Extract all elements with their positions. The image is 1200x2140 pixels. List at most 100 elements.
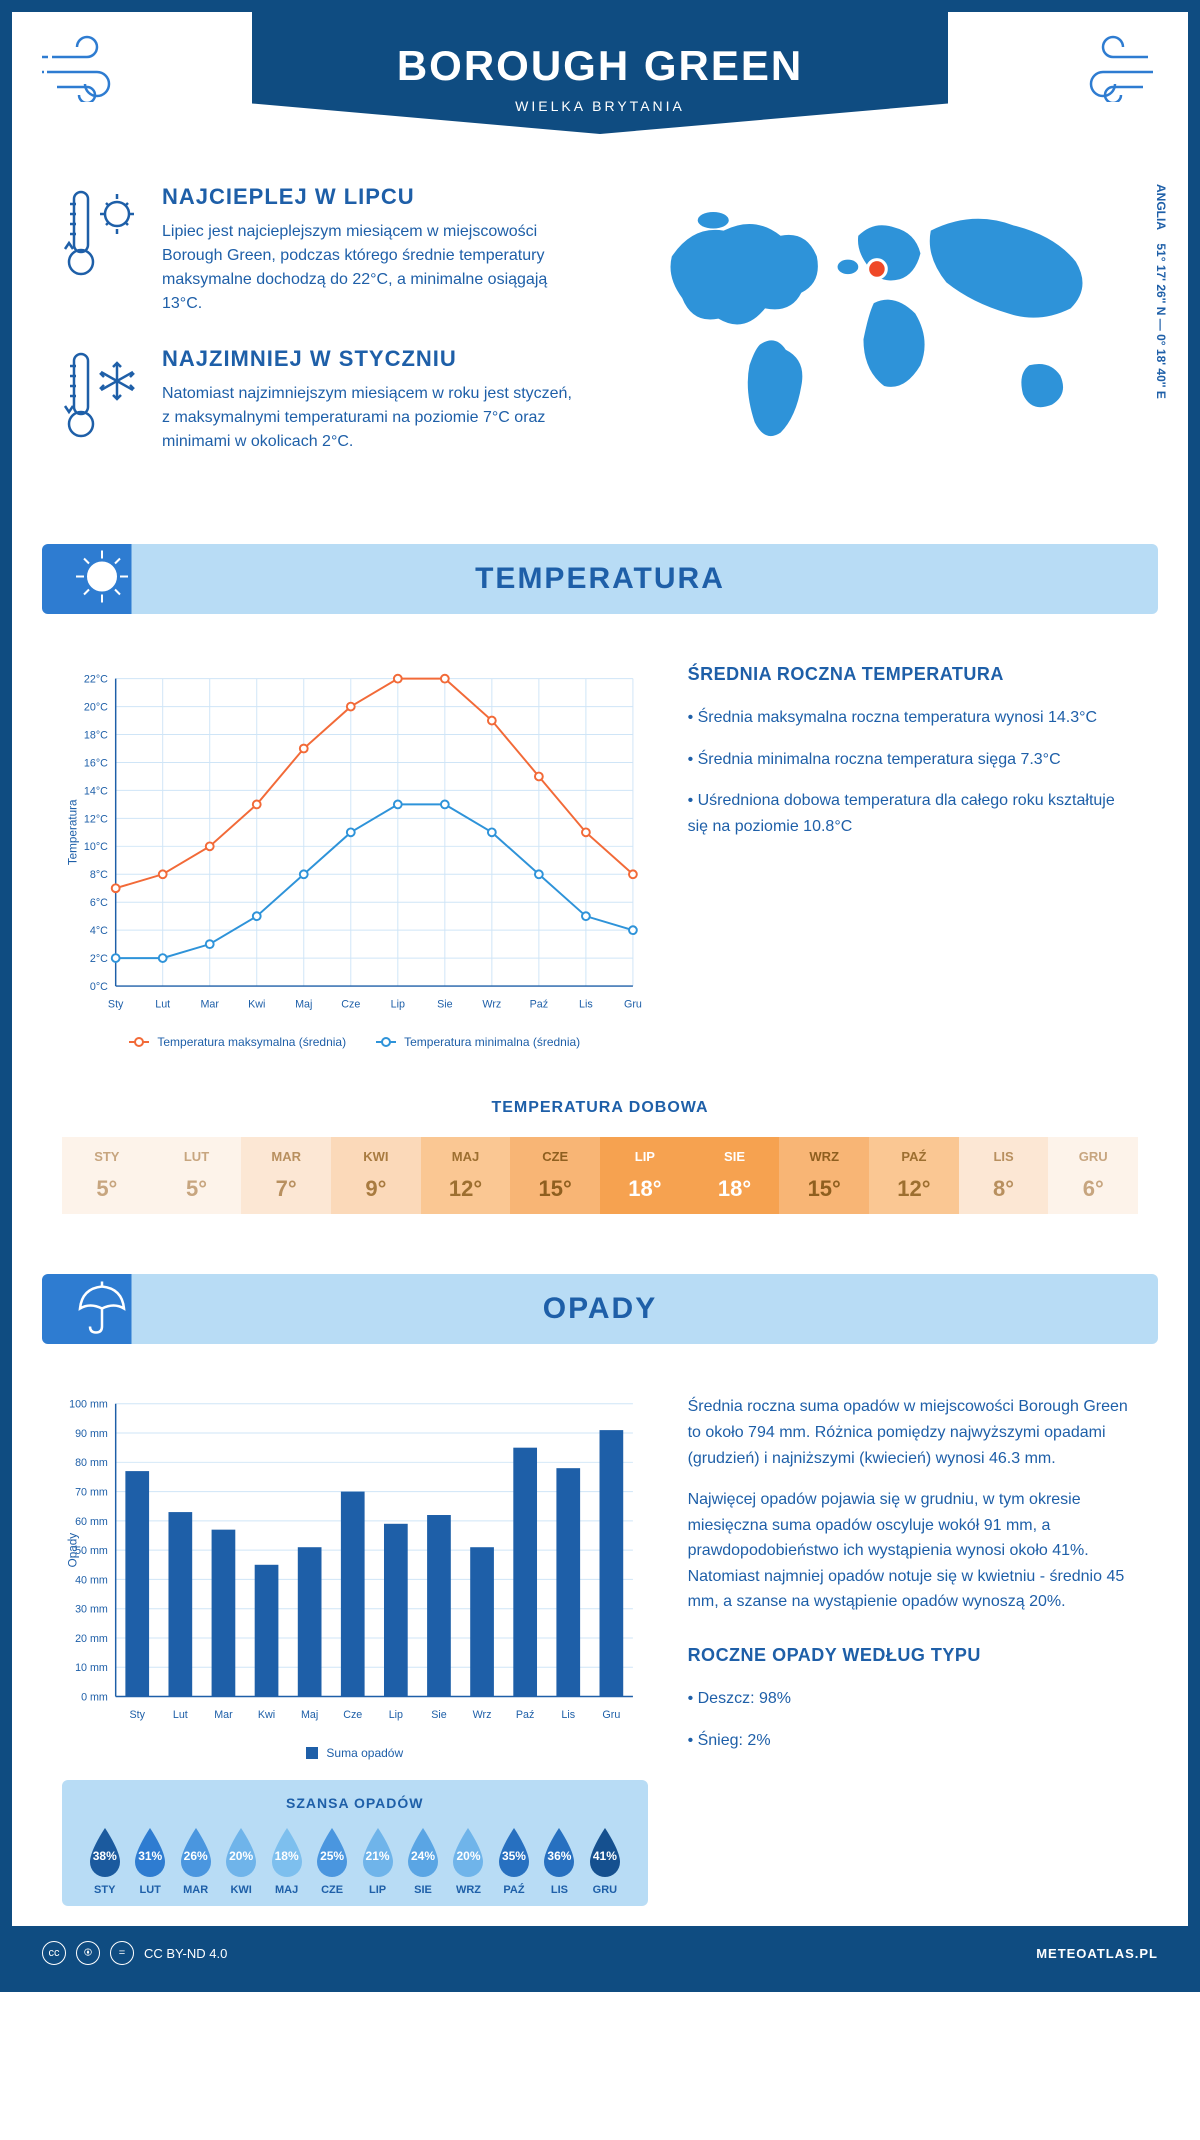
drop-item: 24% SIE <box>400 1826 445 1896</box>
rain-drop-icon: 41% <box>584 1826 626 1878</box>
rain-drop-icon: 18% <box>266 1826 308 1878</box>
svg-text:Gru: Gru <box>602 1709 620 1721</box>
svg-text:0°C: 0°C <box>90 981 108 993</box>
temp-cell: LIP 18° <box>600 1137 690 1214</box>
svg-text:10 mm: 10 mm <box>75 1662 108 1674</box>
precipitation-title: OPADY <box>62 1292 1138 1326</box>
chance-box: SZANSA OPADÓW 38% STY 31% LUT 26% MA <box>62 1780 648 1906</box>
month-label: WRZ <box>783 1149 865 1164</box>
umbrella-icon <box>72 1277 132 1342</box>
svg-text:Sie: Sie <box>437 999 453 1011</box>
thermometer-snow-icon <box>62 346 142 454</box>
temperature-body: 0°C2°C4°C6°C8°C10°C12°C14°C16°C18°C20°C2… <box>12 634 1188 1079</box>
daily-title: TEMPERATURA DOBOWA <box>62 1099 1138 1117</box>
world-map <box>620 184 1138 474</box>
chance-value: 24% <box>411 1849 435 1863</box>
drop-item: 38% STY <box>82 1826 127 1896</box>
precip-type-p2: • Śnieg: 2% <box>688 1728 1138 1754</box>
chance-month: CZE <box>309 1884 354 1896</box>
month-label: LIP <box>604 1149 686 1164</box>
warmest-block: NAJCIEPLEJ W LIPCU Lipiec jest najcieple… <box>62 184 580 316</box>
cc-icon: cc <box>42 1941 66 1965</box>
svg-text:Kwi: Kwi <box>248 999 265 1011</box>
drop-item: 36% LIS <box>537 1826 582 1896</box>
temp-legend: .legend-item:nth-child(1) .legend-swatch… <box>62 1035 648 1049</box>
svg-text:30 mm: 30 mm <box>75 1604 108 1616</box>
rain-drop-icon: 38% <box>84 1826 126 1878</box>
wind-icon <box>42 32 132 107</box>
svg-text:100 mm: 100 mm <box>69 1399 108 1411</box>
chance-month: MAR <box>173 1884 218 1896</box>
svg-text:20°C: 20°C <box>84 701 108 713</box>
temp-value: 12° <box>425 1176 507 1202</box>
temp-cell: LIS 8° <box>959 1137 1049 1214</box>
temp-value: 18° <box>604 1176 686 1202</box>
temp-cell: KWI 9° <box>331 1137 421 1214</box>
svg-text:16°C: 16°C <box>84 757 108 769</box>
chance-value: 35% <box>502 1849 526 1863</box>
rain-drop-icon: 25% <box>311 1826 353 1878</box>
annual-temp-info: ŚREDNIA ROCZNA TEMPERATURA • Średnia mak… <box>688 664 1138 1049</box>
temp-value: 12° <box>873 1176 955 1202</box>
chance-month: PAŹ <box>491 1884 536 1896</box>
license-text: CC BY-ND 4.0 <box>144 1946 227 1961</box>
precipitation-body: 0 mm10 mm20 mm30 mm40 mm50 mm60 mm70 mm8… <box>12 1364 1188 1926</box>
coldest-text: NAJZIMNIEJ W STYCZNIU Natomiast najzimni… <box>162 346 580 454</box>
map-marker <box>868 260 887 279</box>
svg-text:4°C: 4°C <box>90 925 108 937</box>
drop-item: 18% MAJ <box>264 1826 309 1896</box>
temperature-title: TEMPERATURA <box>62 562 1138 596</box>
drop-item: 20% KWI <box>218 1826 263 1896</box>
footer: cc 🅯 = CC BY-ND 4.0 METEOATLAS.PL <box>12 1926 1188 1980</box>
svg-text:Cze: Cze <box>341 999 360 1011</box>
temp-cell: GRU 6° <box>1048 1137 1138 1214</box>
svg-text:Temperatura: Temperatura <box>67 799 80 865</box>
page-subtitle: WIELKA BRYTANIA <box>272 98 928 114</box>
svg-text:Kwi: Kwi <box>258 1709 275 1721</box>
svg-text:22°C: 22°C <box>84 674 108 686</box>
chance-month: STY <box>82 1884 127 1896</box>
temp-cell: WRZ 15° <box>779 1137 869 1214</box>
annual-temp-p2: • Średnia minimalna roczna temperatura s… <box>688 747 1138 773</box>
chance-value: 36% <box>547 1849 571 1863</box>
rain-drop-icon: 24% <box>402 1826 444 1878</box>
svg-text:Cze: Cze <box>343 1709 362 1721</box>
month-label: KWI <box>335 1149 417 1164</box>
svg-text:14°C: 14°C <box>84 785 108 797</box>
svg-text:Gru: Gru <box>624 999 642 1011</box>
svg-text:Opady: Opady <box>67 1533 80 1568</box>
temp-value: 15° <box>514 1176 596 1202</box>
drops-row: 38% STY 31% LUT 26% MAR 20% <box>82 1826 628 1896</box>
month-label: MAJ <box>425 1149 507 1164</box>
chance-value: 20% <box>456 1849 480 1863</box>
chance-month: LIS <box>537 1884 582 1896</box>
chance-value: 38% <box>93 1849 117 1863</box>
sun-icon <box>72 547 132 612</box>
chance-month: LIP <box>355 1884 400 1896</box>
temp-value: 8° <box>963 1176 1045 1202</box>
temp-cell: SIE 18° <box>690 1137 780 1214</box>
temp-value: 7° <box>245 1176 327 1202</box>
rain-drop-icon: 20% <box>220 1826 262 1878</box>
chance-value: 18% <box>275 1849 299 1863</box>
svg-text:90 mm: 90 mm <box>75 1428 108 1440</box>
thermometer-sun-icon <box>62 184 142 316</box>
svg-text:Lis: Lis <box>561 1709 575 1721</box>
drop-item: 25% CZE <box>309 1826 354 1896</box>
daily-row: STY 5° LUT 5° MAR 7° KWI 9° MAJ 12° CZE … <box>62 1137 1138 1214</box>
temp-value: 6° <box>1052 1176 1134 1202</box>
temp-cell: STY 5° <box>62 1137 152 1214</box>
rain-drop-icon: 35% <box>493 1826 535 1878</box>
svg-text:80 mm: 80 mm <box>75 1458 108 1470</box>
header-banner: BOROUGH GREEN WIELKA BRYTANIA <box>252 12 948 134</box>
temperature-section-header: TEMPERATURA <box>42 544 1158 614</box>
chance-month: LUT <box>127 1884 172 1896</box>
temp-cell: MAJ 12° <box>421 1137 511 1214</box>
drop-item: 35% PAŹ <box>491 1826 536 1896</box>
precip-p2: Najwięcej opadów pojawia się w grudniu, … <box>688 1487 1138 1615</box>
drop-item: 41% GRU <box>582 1826 627 1896</box>
rain-drop-icon: 31% <box>129 1826 171 1878</box>
svg-text:10°C: 10°C <box>84 841 108 853</box>
svg-text:Lip: Lip <box>389 1709 403 1721</box>
temp-cell: CZE 15° <box>510 1137 600 1214</box>
